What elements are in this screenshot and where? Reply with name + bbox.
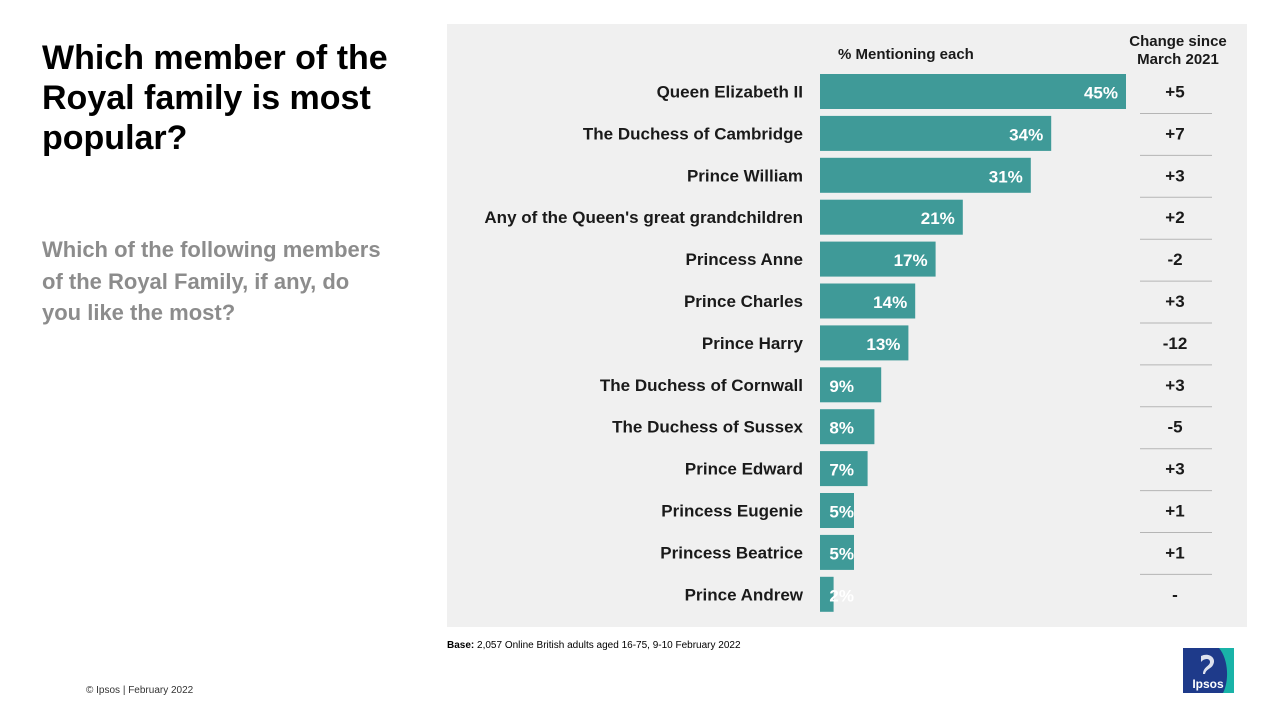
change-value: -5 bbox=[1167, 418, 1182, 437]
change-value: +1 bbox=[1165, 502, 1184, 521]
category-label: Princess Beatrice bbox=[660, 543, 803, 562]
bar bbox=[820, 241, 936, 277]
bar bbox=[820, 576, 834, 612]
bar bbox=[820, 325, 909, 361]
category-label: The Duchess of Sussex bbox=[612, 418, 803, 437]
value-label: 7% bbox=[829, 461, 854, 480]
base-footnote: Base: 2,057 Online British adults aged 1… bbox=[447, 640, 741, 651]
logo-mark bbox=[1201, 654, 1215, 674]
bar bbox=[820, 74, 1126, 109]
category-label: Any of the Queen's great grandchildren bbox=[484, 208, 803, 227]
value-label: 14% bbox=[873, 293, 907, 312]
category-label: Prince William bbox=[687, 166, 803, 185]
value-label: 45% bbox=[1084, 84, 1118, 103]
copyright-text: © Ipsos | February 2022 bbox=[86, 685, 194, 696]
change-value: +3 bbox=[1165, 166, 1184, 185]
value-label: 31% bbox=[989, 167, 1023, 186]
logo-text: Ipsos bbox=[1192, 677, 1224, 691]
ipsos-logo: Ipsos bbox=[1183, 648, 1234, 693]
logo-accent bbox=[1219, 648, 1234, 693]
category-label: Queen Elizabeth II bbox=[657, 83, 803, 102]
base-text: 2,057 Online British adults aged 16-75, … bbox=[477, 640, 741, 651]
change-value: +7 bbox=[1165, 124, 1184, 143]
bar bbox=[820, 534, 854, 570]
category-label: The Duchess of Cornwall bbox=[600, 376, 803, 395]
value-label: 21% bbox=[921, 209, 955, 228]
percent-column-header: % Mentioning each bbox=[838, 46, 974, 63]
value-label: 5% bbox=[829, 503, 854, 522]
bar bbox=[820, 367, 882, 403]
bar bbox=[820, 451, 868, 487]
category-label: Princess Eugenie bbox=[661, 502, 803, 521]
change-value: +2 bbox=[1165, 208, 1184, 227]
category-label: Prince Charles bbox=[684, 292, 803, 311]
survey-question: Which of the following members of the Ro… bbox=[42, 237, 381, 325]
category-label: The Duchess of Cambridge bbox=[583, 124, 803, 143]
value-label: 5% bbox=[829, 544, 854, 563]
bar bbox=[820, 115, 1052, 151]
bar bbox=[820, 283, 916, 319]
category-label: Prince Andrew bbox=[685, 585, 804, 604]
value-label: 2% bbox=[829, 586, 854, 605]
slide-title: Which member of the Royal family is most… bbox=[42, 39, 388, 157]
change-value: +5 bbox=[1165, 83, 1184, 102]
value-label: 8% bbox=[829, 419, 854, 438]
change-value: +3 bbox=[1165, 460, 1184, 479]
value-label: 9% bbox=[829, 377, 854, 396]
category-label: Prince Edward bbox=[685, 460, 803, 479]
bar bbox=[820, 199, 963, 235]
change-column-header: Change since March 2021 bbox=[1129, 33, 1227, 68]
value-label: 34% bbox=[1009, 125, 1043, 144]
change-value: - bbox=[1172, 585, 1178, 604]
change-value: -12 bbox=[1163, 334, 1188, 353]
change-value: +1 bbox=[1165, 543, 1184, 562]
base-label: Base: bbox=[447, 640, 475, 651]
bar bbox=[820, 409, 875, 445]
change-value: +3 bbox=[1165, 376, 1184, 395]
value-label: 13% bbox=[866, 335, 900, 354]
category-label: Prince Harry bbox=[702, 334, 804, 353]
category-label: Princess Anne bbox=[686, 250, 803, 269]
value-label: 17% bbox=[894, 251, 928, 270]
change-value: -2 bbox=[1167, 250, 1182, 269]
change-value: +3 bbox=[1165, 292, 1184, 311]
bar bbox=[820, 157, 1031, 193]
bar bbox=[820, 493, 854, 528]
